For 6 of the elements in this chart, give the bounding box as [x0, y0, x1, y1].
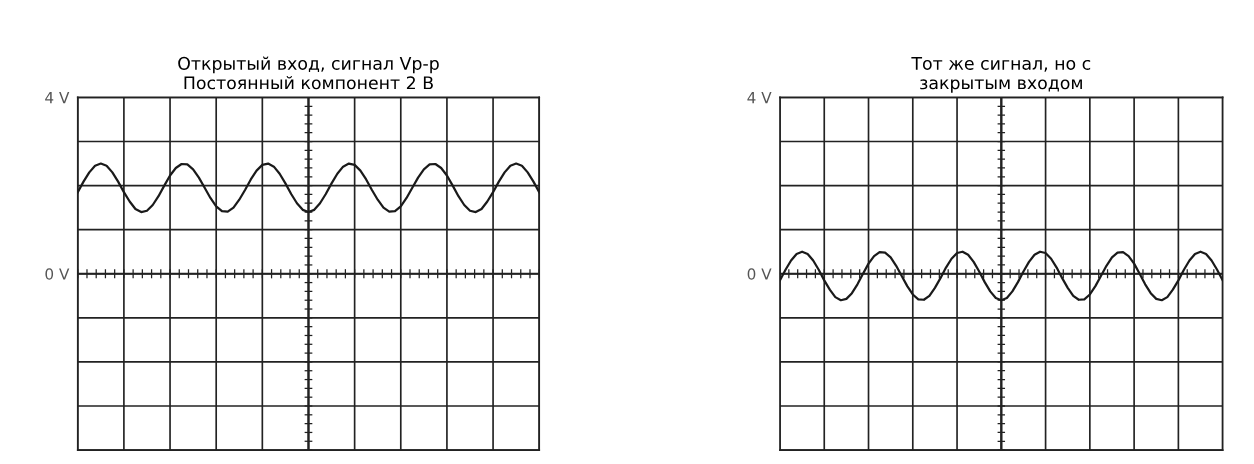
- chart-title: Открытый вход, сигнал Vp-p Постоянный компонент 2 В: [178, 56, 439, 90]
- y-tick-label: 0 V: [747, 268, 772, 280]
- y-tick-label: 4 V: [45, 92, 70, 104]
- chart-title: Тот же сигнал, но с закрытым входом: [911, 57, 1091, 93]
- y-tick-label: 0 V: [45, 268, 70, 280]
- y-tick-label: 4 V: [747, 92, 772, 104]
